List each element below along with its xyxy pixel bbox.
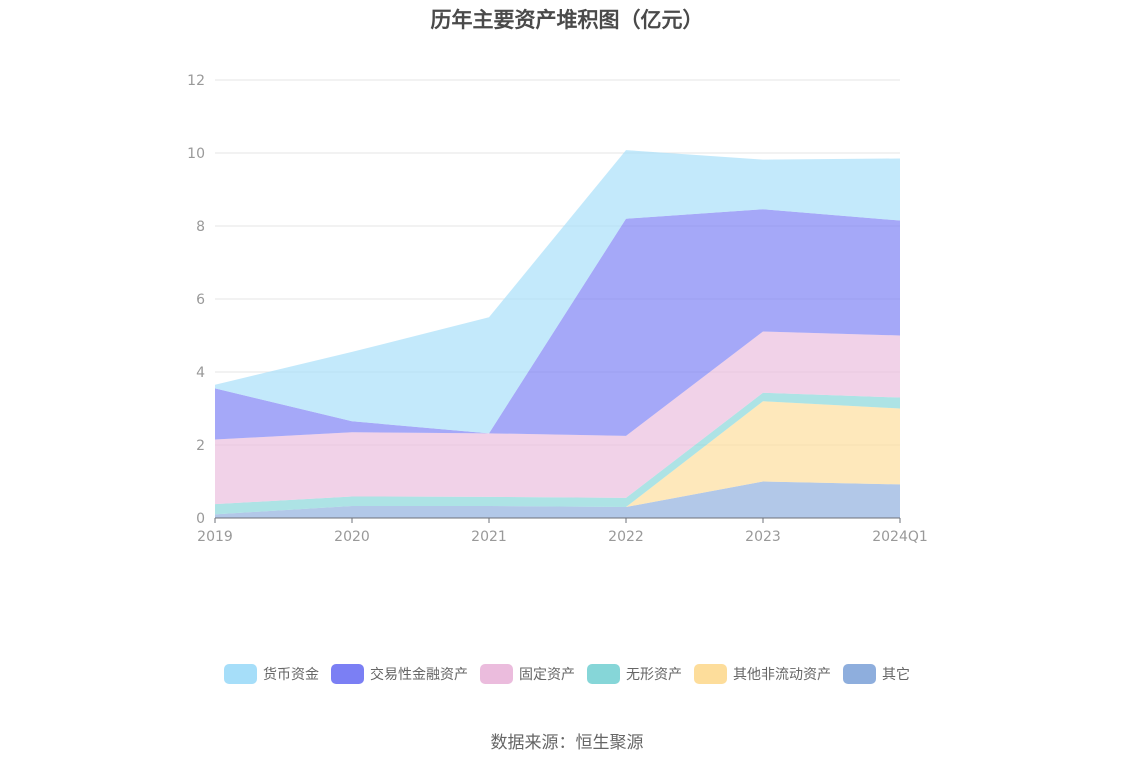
y-tick-label: 4	[196, 365, 205, 381]
legend-swatch	[480, 664, 513, 684]
legend-label: 交易性金融资产	[370, 667, 468, 683]
x-tick-label: 2024Q1	[872, 529, 928, 545]
y-tick-label: 12	[187, 73, 205, 89]
series-area[interactable]	[215, 209, 900, 440]
legend-swatch	[843, 664, 876, 684]
legend: 货币资金 交易性金融资产 固定资产 无形资产 其他非流动资产 其它	[0, 664, 1134, 684]
series-area[interactable]	[215, 150, 900, 434]
legend-swatch	[694, 664, 727, 684]
legend-item[interactable]: 其他非流动资产	[694, 664, 831, 684]
legend-label: 无形资产	[626, 667, 682, 683]
legend-item[interactable]: 交易性金融资产	[331, 664, 468, 684]
area-series	[215, 150, 900, 518]
legend-item[interactable]: 无形资产	[587, 664, 682, 684]
legend-item[interactable]: 其它	[843, 664, 910, 684]
y-tick-label: 6	[196, 292, 205, 308]
axes: 0 2 4 6 8 10 12 2019 2020 2021 2022 2023 2024Q1	[187, 73, 928, 545]
x-tick-label: 2019	[197, 529, 233, 545]
legend-label: 其他非流动资产	[733, 667, 831, 683]
legend-swatch	[587, 664, 620, 684]
series-area[interactable]	[215, 331, 900, 505]
series-area[interactable]	[215, 401, 900, 515]
x-tick-label: 2022	[608, 529, 644, 545]
legend-swatch	[224, 664, 257, 684]
series-area[interactable]	[215, 392, 900, 515]
area-chart: 0 2 4 6 8 10 12 2019 2020 2021 2022 2023 2024Q1	[187, 73, 928, 545]
y-tick-label: 0	[196, 511, 205, 527]
source-text: 数据来源：恒生聚源	[490, 733, 644, 753]
series-area[interactable]	[215, 481, 900, 519]
chart-title: 历年主要资产堆积图（亿元）	[430, 8, 704, 32]
y-tick-label: 8	[196, 219, 205, 235]
legend-label: 固定资产	[519, 667, 575, 683]
legend-item[interactable]: 货币资金	[224, 664, 319, 684]
x-tick-label: 2023	[745, 529, 781, 545]
legend-item[interactable]: 固定资产	[480, 664, 575, 684]
legend-label: 其它	[882, 667, 910, 683]
x-tick-label: 2020	[334, 529, 370, 545]
x-tick-label: 2021	[471, 529, 507, 545]
y-tick-label: 10	[187, 146, 205, 162]
legend-swatch	[331, 664, 364, 684]
legend-label: 货币资金	[263, 667, 319, 683]
y-tick-label: 2	[196, 438, 205, 454]
